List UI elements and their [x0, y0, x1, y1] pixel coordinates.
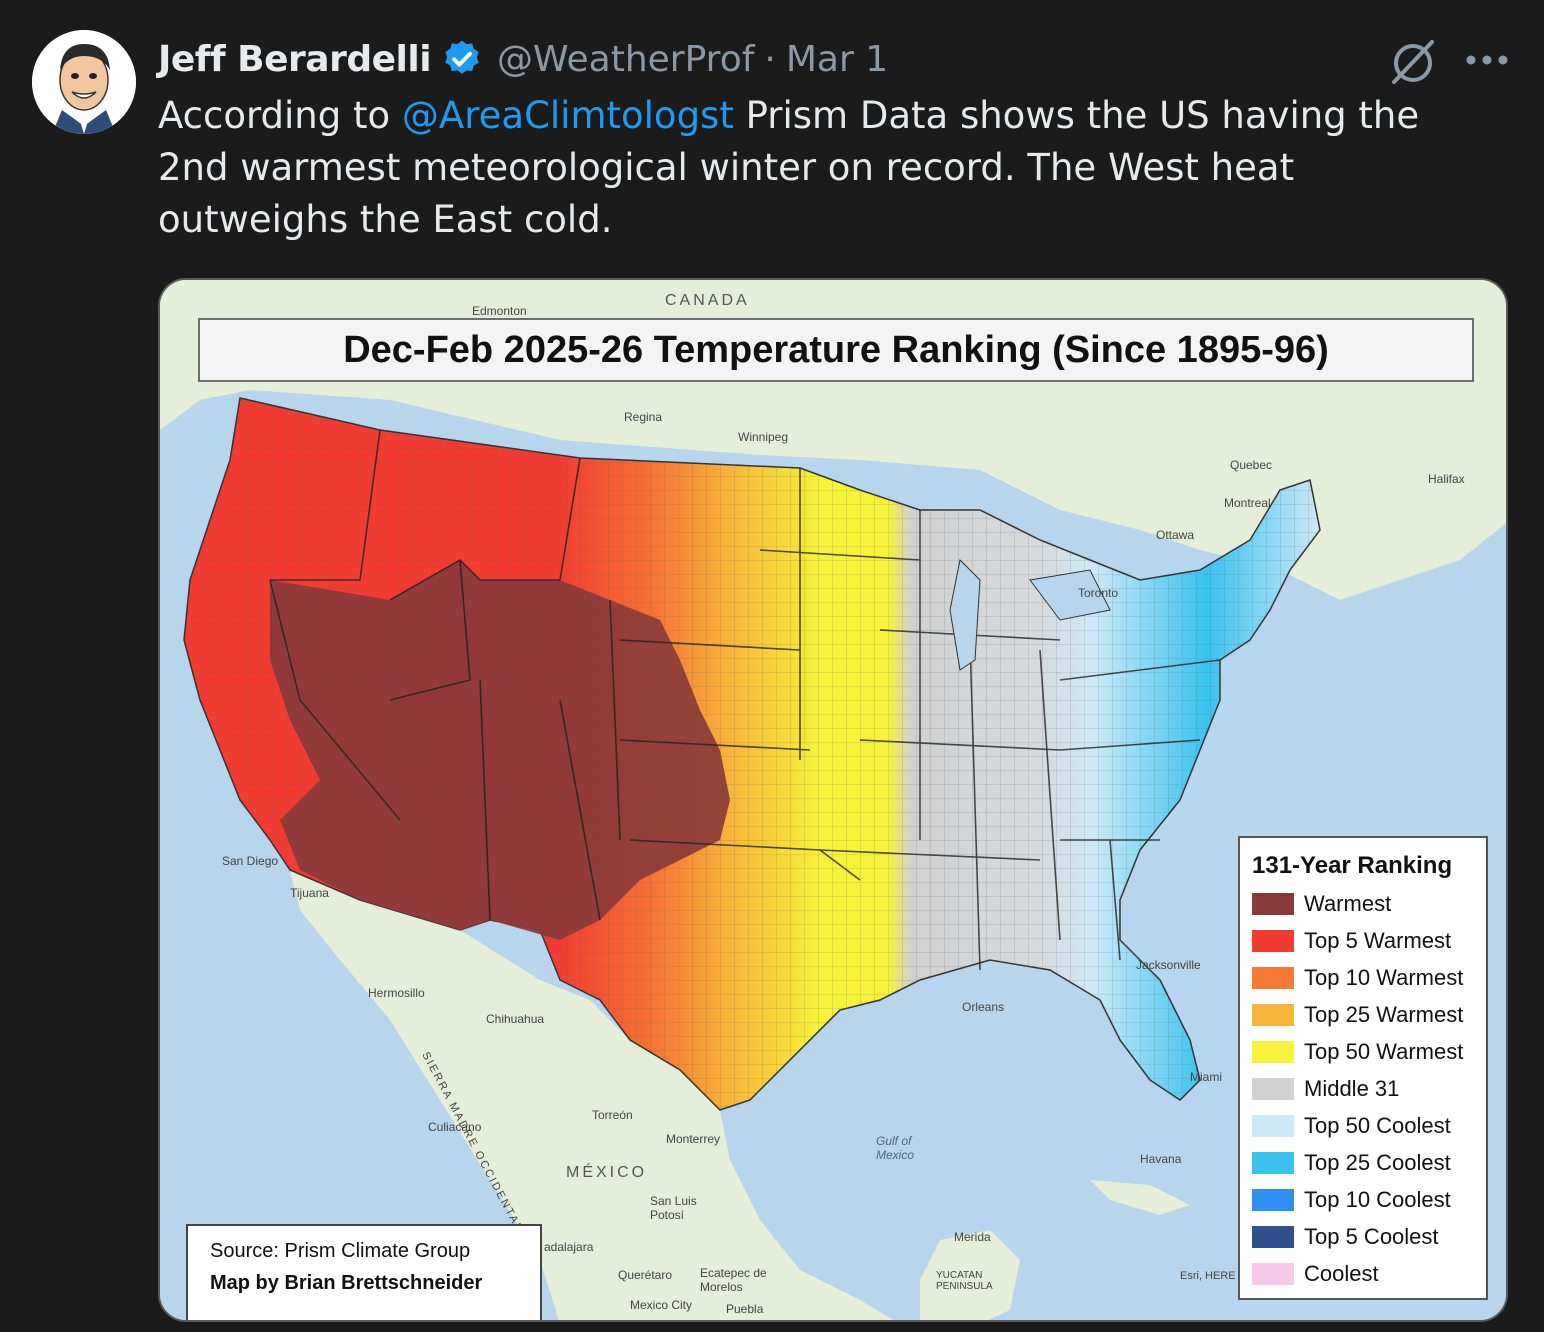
legend-swatch	[1252, 893, 1294, 915]
label-canada: CANADA	[665, 292, 750, 309]
label-mexico: MÉXICO	[566, 1164, 648, 1181]
legend-label: Top 5 Coolest	[1304, 1224, 1439, 1249]
tweet-text-before: According to	[158, 94, 402, 137]
legend-label: Top 10 Warmest	[1304, 965, 1464, 990]
legend-item: Top 25 Warmest	[1252, 1001, 1463, 1029]
legend-swatch	[1252, 1263, 1294, 1285]
label-chihuahua: Chihuahua	[486, 1012, 545, 1026]
label-orleans: Orleans	[962, 1000, 1005, 1014]
legend-item: Top 50 Warmest	[1252, 1038, 1463, 1066]
label-edmonton: Edmonton	[472, 304, 527, 318]
label-yucatan: YUCATAN PENINSULA	[936, 1270, 993, 1292]
legend-swatch	[1252, 967, 1294, 989]
label-regina: Regina	[624, 410, 663, 424]
legend-label: Middle 31	[1304, 1076, 1400, 1101]
label-san-diego: San Diego	[222, 854, 279, 868]
label-monterrey: Monterrey	[666, 1132, 721, 1146]
map-legend: 131-Year Ranking Warmest Top 5 Warmest T…	[1238, 836, 1488, 1300]
mention-link[interactable]: @AreaClimtologst	[401, 94, 734, 137]
tweet-date[interactable]: Mar 1	[785, 38, 889, 80]
label-merida: Merida	[954, 1230, 991, 1244]
legend-item: Top 25 Coolest	[1252, 1149, 1451, 1177]
verified-badge-icon[interactable]	[441, 38, 483, 80]
label-hermosillo: Hermosillo	[368, 986, 425, 1000]
legend-swatch	[1252, 1189, 1294, 1211]
legend-swatch	[1252, 1152, 1294, 1174]
label-tijuana: Tijuana	[290, 886, 329, 900]
label-havana: Havana	[1140, 1152, 1182, 1166]
label-ecatepec: Ecatepec de Morelos	[700, 1266, 767, 1294]
label-queretaro: Querétaro	[618, 1268, 673, 1282]
label-culiacan: Culiacano	[428, 1120, 482, 1134]
label-san-luis: San Luis Potosí	[650, 1194, 697, 1222]
label-jacksonville: Jacksonville	[1136, 958, 1201, 972]
source-text: Source: Prism Climate Group	[210, 1240, 471, 1262]
legend-label: Warmest	[1304, 891, 1392, 916]
legend-label: Top 25 Coolest	[1304, 1150, 1451, 1175]
label-montreal: Montreal	[1224, 496, 1271, 510]
tweet-media-image[interactable]: CANADA Edmonton Regina Winnipeg Montreal…	[158, 278, 1508, 1322]
legend-swatch	[1252, 1078, 1294, 1100]
tweet-text-after: Prism Data shows the US having the 2nd w…	[158, 94, 1420, 241]
label-guadalajara: adalajara	[544, 1240, 594, 1254]
label-puebla: Puebla	[726, 1302, 764, 1316]
label-mexico-city: Mexico City	[630, 1298, 693, 1312]
tweet-text: According to @AreaClimtologst Prism Data…	[158, 90, 1488, 246]
legend-item: Top 10 Warmest	[1252, 964, 1463, 992]
label-gulf: Gulf of Mexico	[876, 1134, 915, 1162]
legend-item: Top 50 Coolest	[1252, 1112, 1451, 1140]
legend-title: 131-Year Ranking	[1252, 852, 1453, 879]
source-box: Source: Prism Climate Group Map by Brian…	[186, 1224, 542, 1320]
legend-item: Middle 31	[1252, 1075, 1399, 1103]
more-options-icon[interactable]	[1462, 40, 1512, 80]
legend-label: Top 50 Coolest	[1304, 1113, 1451, 1138]
label-quebec: Quebec	[1230, 458, 1273, 472]
label-winnipeg: Winnipeg	[738, 430, 789, 444]
legend-label: Top 25 Warmest	[1304, 1002, 1464, 1027]
label-miami: Miami	[1190, 1070, 1222, 1084]
author-name[interactable]: Jeff Berardelli	[158, 38, 432, 80]
label-ottawa: Ottawa	[1156, 528, 1195, 542]
legend-swatch	[1252, 1041, 1294, 1063]
legend-item: Top 5 Coolest	[1252, 1223, 1439, 1251]
legend-swatch	[1252, 1004, 1294, 1026]
legend-item: Warmest	[1252, 890, 1391, 918]
legend-item: Coolest	[1252, 1260, 1379, 1288]
label-esri: Esri, HERE	[1180, 1270, 1236, 1282]
legend-label: Top 5 Warmest	[1304, 928, 1452, 953]
credit-text: Map by Brian Brettschneider	[210, 1272, 483, 1294]
legend-swatch	[1252, 930, 1294, 952]
label-toronto: Toronto	[1078, 586, 1119, 600]
legend-label: Coolest	[1304, 1261, 1379, 1286]
tweet-header: Jeff Berardelli @WeatherProf · Mar 1	[158, 34, 888, 84]
legend-item: Top 5 Warmest	[1252, 927, 1451, 955]
legend-item: Top 10 Coolest	[1252, 1186, 1451, 1214]
author-handle[interactable]: @WeatherProf	[497, 38, 755, 80]
caricature-avatar-icon	[32, 30, 136, 134]
legend-label: Top 50 Warmest	[1304, 1039, 1464, 1064]
legend-swatch	[1252, 1226, 1294, 1248]
legend-label: Top 10 Coolest	[1304, 1187, 1451, 1212]
label-halifax: Halifax	[1428, 472, 1465, 486]
author-avatar[interactable]	[32, 30, 136, 134]
grok-icon[interactable]	[1386, 34, 1440, 88]
legend-swatch	[1252, 1115, 1294, 1137]
separator: ·	[764, 38, 776, 80]
label-torreon: Torreón	[592, 1108, 633, 1122]
map-title: Dec-Feb 2025-26 Temperature Ranking (Sin…	[198, 318, 1474, 382]
